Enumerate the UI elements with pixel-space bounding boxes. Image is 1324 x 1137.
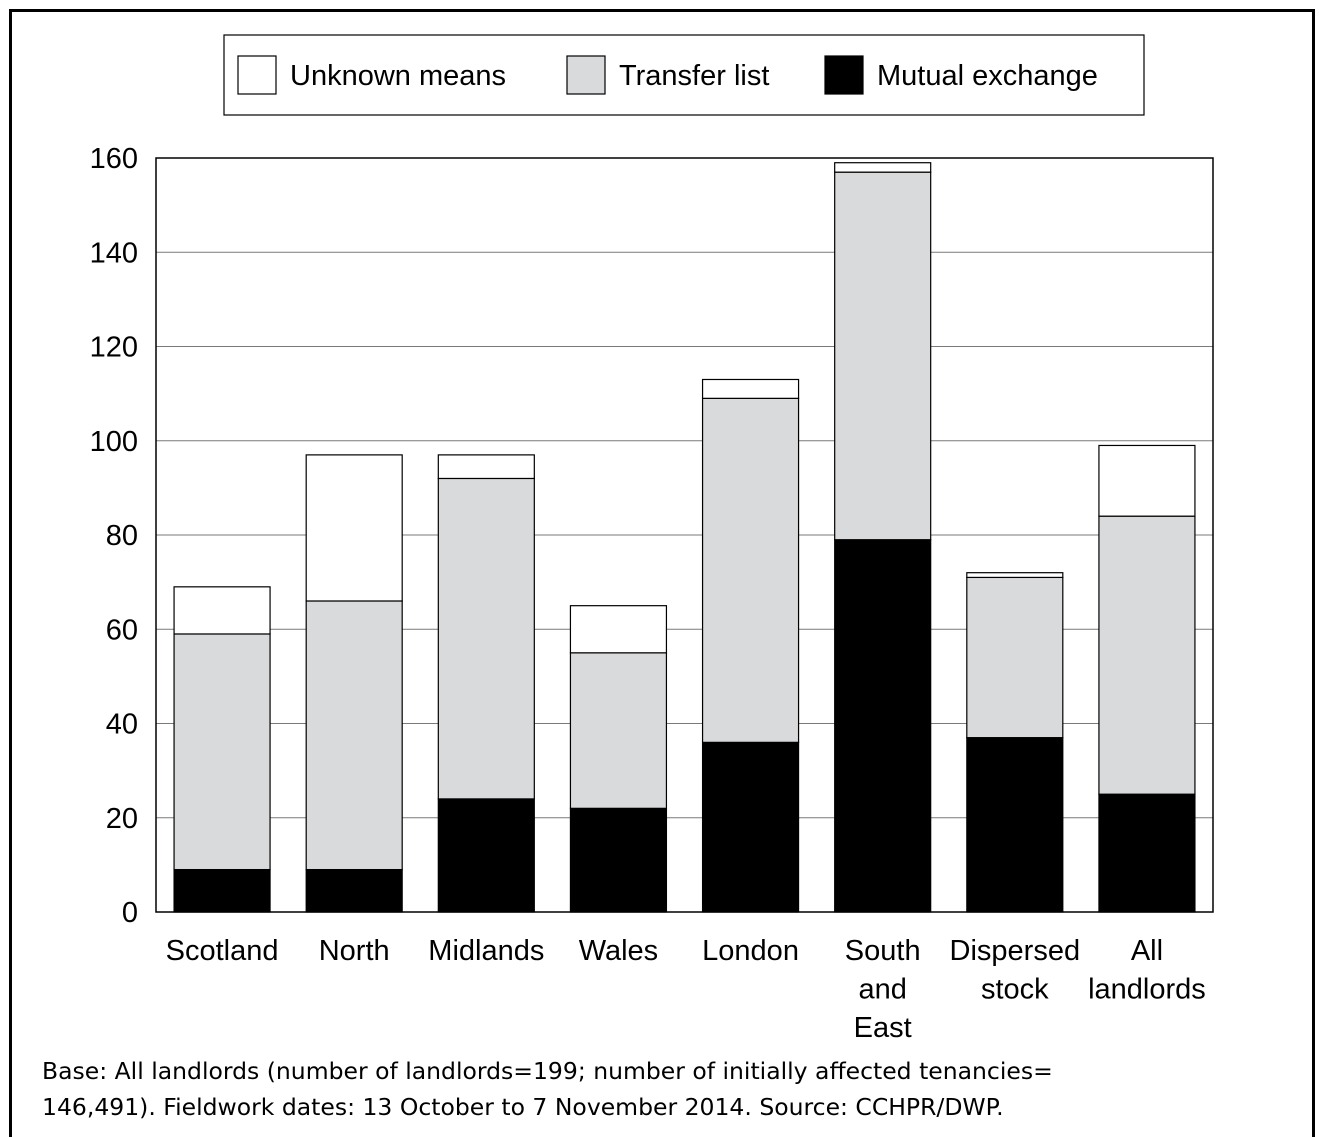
y-tick-label-80: 80 xyxy=(106,520,138,552)
bar-all-landlords-mutual-exchange xyxy=(1098,793,1196,913)
legend-label-mutual-exchange: Mutual exchange xyxy=(877,60,1098,92)
bar-north-transfer-list xyxy=(305,600,403,871)
bar-scotland-unknown-means xyxy=(173,586,271,635)
plot-border xyxy=(155,157,1214,913)
y-tick-label-20: 20 xyxy=(106,803,138,835)
bar-wales-unknown-means xyxy=(569,605,668,654)
x-tick-label-scotland: Scotland xyxy=(166,935,279,967)
bar-london-transfer-list xyxy=(701,397,800,743)
x-tick-label-london: London xyxy=(702,935,799,967)
footnote-line-1: Base: All landlords (number of landlords… xyxy=(42,1057,1053,1085)
y-tick-label-120: 120 xyxy=(90,332,138,364)
bar-south-and-east-transfer-list xyxy=(834,171,932,541)
legend: Unknown means Transfer list Mutual exchang… xyxy=(223,34,1145,116)
figure-frame xyxy=(9,9,1315,1137)
legend-swatch-mutual-exchange xyxy=(824,55,864,95)
legend-swatch-unknown-means xyxy=(237,55,277,95)
footnote-line-2: 146,491). Fieldwork dates: 13 October to… xyxy=(42,1093,1004,1121)
bars xyxy=(173,162,1196,913)
x-tick-label-dispersed-stock: Dispersed stock xyxy=(950,935,1081,1006)
y-tick-label-40: 40 xyxy=(106,709,138,741)
bar-scotland-transfer-list xyxy=(173,633,271,871)
x-tick-label-midlands: Midlands xyxy=(428,935,544,967)
y-tick-label-100: 100 xyxy=(90,426,138,458)
x-tick-label-wales: Wales xyxy=(579,935,659,967)
footnote: Base: All landlords (number of landlords… xyxy=(42,1053,1282,1125)
x-tick-label-north: North xyxy=(319,935,390,967)
legend-label-unknown-means: Unknown means xyxy=(290,60,506,92)
bar-dispersed-stock-transfer-list xyxy=(966,576,1064,739)
bar-wales-mutual-exchange xyxy=(569,807,668,913)
bar-wales-transfer-list xyxy=(569,652,668,809)
bar-all-landlords-transfer-list xyxy=(1098,515,1196,795)
y-tick-label-0: 0 xyxy=(122,897,138,929)
bar-all-landlords-unknown-means xyxy=(1098,444,1196,517)
bar-scotland-mutual-exchange xyxy=(173,868,271,913)
legend-label-transfer-list: Transfer list xyxy=(619,60,769,92)
bar-south-and-east-mutual-exchange xyxy=(834,539,932,913)
legend-box xyxy=(223,34,1145,116)
bar-south-and-east-unknown-means xyxy=(834,162,932,173)
bar-midlands-mutual-exchange xyxy=(437,798,535,913)
y-tick-label-140: 140 xyxy=(90,237,138,269)
bar-london-mutual-exchange xyxy=(701,741,800,913)
bar-north-unknown-means xyxy=(305,454,403,602)
bar-dispersed-stock-mutual-exchange xyxy=(966,737,1064,913)
axes: 0 20 40 60 80 100 120 140 160 Scotland North Midlan… xyxy=(90,143,1214,1044)
bar-london-unknown-means xyxy=(701,378,800,399)
x-tick-label-all-landlords: All landlords xyxy=(1088,935,1206,1006)
bar-dispersed-stock-unknown-means xyxy=(966,572,1064,579)
legend-swatch-transfer-list xyxy=(566,55,606,95)
bar-north-mutual-exchange xyxy=(305,868,403,913)
x-tick-label-south-and-east: South and East xyxy=(845,935,921,1044)
y-tick-label-160: 160 xyxy=(90,143,138,175)
bar-midlands-transfer-list xyxy=(437,477,535,800)
bar-midlands-unknown-means xyxy=(437,454,535,480)
y-tick-label-60: 60 xyxy=(106,614,138,646)
